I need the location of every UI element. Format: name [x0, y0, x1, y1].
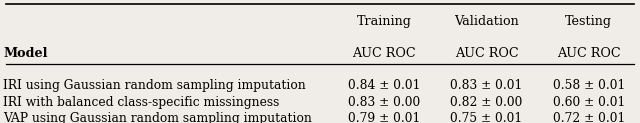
- Text: 0.84 ± 0.01: 0.84 ± 0.01: [348, 79, 420, 92]
- Text: IRI using Gaussian random sampling imputation: IRI using Gaussian random sampling imput…: [3, 79, 306, 92]
- Text: Model: Model: [3, 47, 48, 60]
- Text: AUC ROC: AUC ROC: [352, 47, 416, 60]
- Text: Testing: Testing: [565, 15, 612, 28]
- Text: 0.83 ± 0.01: 0.83 ± 0.01: [451, 79, 522, 92]
- Text: IRI with balanced class-specific missingness: IRI with balanced class-specific missing…: [3, 96, 280, 109]
- Text: 0.83 ± 0.00: 0.83 ± 0.00: [348, 96, 420, 109]
- Text: AUC ROC: AUC ROC: [454, 47, 518, 60]
- Text: 0.58 ± 0.01: 0.58 ± 0.01: [553, 79, 625, 92]
- Text: Training: Training: [356, 15, 412, 28]
- Text: 0.72 ± 0.01: 0.72 ± 0.01: [553, 112, 625, 123]
- Text: AUC ROC: AUC ROC: [557, 47, 621, 60]
- Text: 0.79 ± 0.01: 0.79 ± 0.01: [348, 112, 420, 123]
- Text: 0.75 ± 0.01: 0.75 ± 0.01: [451, 112, 522, 123]
- Text: Validation: Validation: [454, 15, 519, 28]
- Text: VAP using Gaussian random sampling imputation: VAP using Gaussian random sampling imput…: [3, 112, 312, 123]
- Text: 0.60 ± 0.01: 0.60 ± 0.01: [553, 96, 625, 109]
- Text: 0.82 ± 0.00: 0.82 ± 0.00: [450, 96, 523, 109]
